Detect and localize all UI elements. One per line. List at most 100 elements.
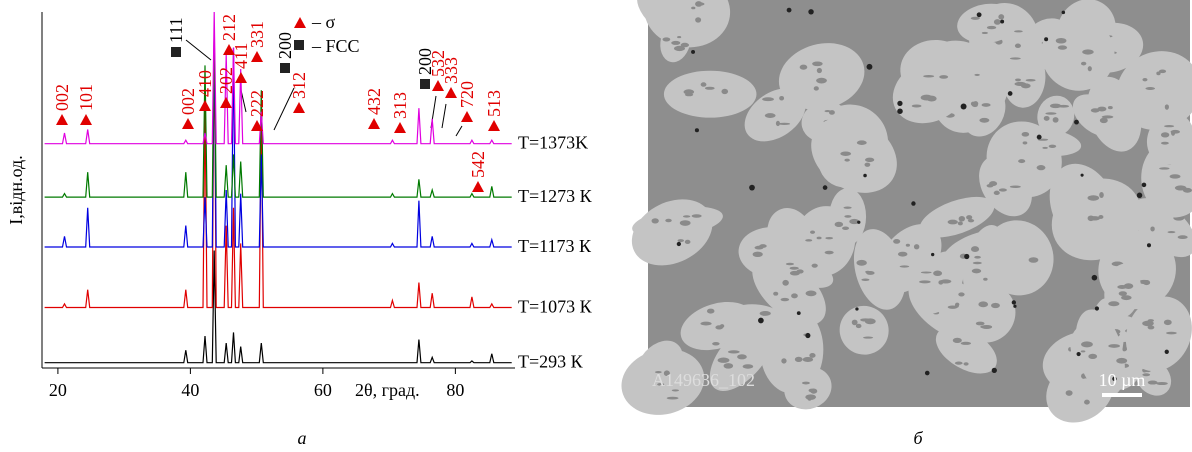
phase-speck <box>975 321 985 326</box>
phase-speck <box>1142 280 1151 286</box>
phase-speck <box>807 395 812 401</box>
phase-grain <box>784 366 832 410</box>
phase-speck <box>981 31 988 35</box>
phase-speck <box>1014 43 1021 48</box>
phase-speck <box>802 356 814 363</box>
phase-speck <box>966 215 973 220</box>
peak-label: 720 <box>457 81 477 108</box>
phase-speck <box>864 318 876 325</box>
phase-speck <box>1156 71 1161 76</box>
phase-speck <box>1107 106 1113 110</box>
phase-speck <box>779 96 785 101</box>
phase-speck <box>972 261 982 265</box>
phase-speck <box>861 278 870 281</box>
caption: а <box>298 428 307 448</box>
pore <box>1044 37 1049 42</box>
phase-speck <box>789 266 799 270</box>
phase-speck <box>1116 357 1128 364</box>
peak-label: 200 <box>415 48 435 75</box>
sigma-marker <box>445 87 457 98</box>
pore <box>857 220 861 224</box>
phase-speck <box>673 45 686 52</box>
phase-speck <box>979 117 990 123</box>
phase-speck <box>1042 146 1048 149</box>
pore <box>808 9 814 15</box>
phase-speck <box>855 323 862 329</box>
phase-speck <box>812 61 823 67</box>
legend-marker <box>294 17 306 28</box>
phase-speck <box>1045 112 1057 115</box>
x-tick-label: 40 <box>181 380 199 400</box>
pore <box>897 100 903 106</box>
phase-speck <box>954 302 960 308</box>
phase-speck <box>654 371 662 374</box>
phase-speck <box>1101 115 1114 119</box>
phase-speck <box>712 341 720 346</box>
fcc-marker <box>280 63 290 73</box>
phase-speck <box>856 259 867 266</box>
phase-speck <box>1036 165 1046 171</box>
phase-speck <box>1159 167 1170 170</box>
phase-speck <box>1156 381 1168 386</box>
phase-speck <box>947 219 958 225</box>
x-tick-label: 60 <box>314 380 332 400</box>
phase-speck <box>663 370 670 377</box>
phase-speck <box>856 140 867 145</box>
fcc-marker <box>171 47 181 57</box>
phase-speck <box>754 245 764 250</box>
pore <box>691 49 696 54</box>
phase-speck <box>801 381 810 385</box>
phase-speck <box>954 361 963 365</box>
phase-speck <box>662 37 671 42</box>
phase-speck <box>1108 344 1120 348</box>
pore <box>911 201 916 206</box>
phase-grain <box>962 224 1005 300</box>
phase-speck <box>981 324 993 329</box>
phase-speck <box>1021 131 1030 137</box>
series-label: T=1073 К <box>518 296 593 316</box>
phase-speck <box>677 36 682 39</box>
phase-speck <box>816 77 827 84</box>
phase-speck <box>978 301 989 308</box>
phase-speck <box>816 236 822 240</box>
phase-speck <box>1087 66 1092 72</box>
pore <box>1061 10 1066 15</box>
phase-speck <box>1164 124 1175 128</box>
phase-speck <box>1121 295 1132 301</box>
phase-grain <box>663 70 757 118</box>
pore <box>897 108 903 114</box>
spectrum-line <box>44 11 512 145</box>
phase-speck <box>1169 174 1181 179</box>
phase-grain <box>839 305 889 355</box>
phase-speck <box>811 263 818 268</box>
phase-speck <box>666 396 679 400</box>
phase-speck <box>691 6 696 10</box>
phase-speck <box>1048 144 1057 148</box>
phase-speck <box>1166 331 1177 335</box>
phase-speck <box>1009 57 1021 60</box>
x-axis-label: 2θ, град. <box>355 380 420 400</box>
phase-speck <box>677 239 684 243</box>
phase-speck <box>1167 231 1176 234</box>
phase-speck <box>1145 87 1156 90</box>
phase-speck <box>1080 350 1086 353</box>
phase-grain <box>1146 113 1192 165</box>
sigma-marker <box>432 80 444 91</box>
pore <box>676 241 681 247</box>
phase-speck <box>1088 353 1098 360</box>
pore <box>822 185 828 190</box>
phase-speck <box>865 157 875 163</box>
micrograph-texture <box>621 0 1192 423</box>
phase-speck <box>1118 291 1127 296</box>
phase-speck <box>1164 104 1169 110</box>
phase-speck <box>657 382 665 386</box>
phase-speck <box>981 103 991 107</box>
phase-speck <box>840 151 852 156</box>
peak-label: 111 <box>166 17 186 43</box>
pore <box>1112 376 1117 381</box>
phase-grain <box>1072 94 1121 137</box>
pore <box>1000 19 1005 24</box>
phase-speck <box>1052 117 1059 123</box>
phase-speck <box>920 271 932 274</box>
